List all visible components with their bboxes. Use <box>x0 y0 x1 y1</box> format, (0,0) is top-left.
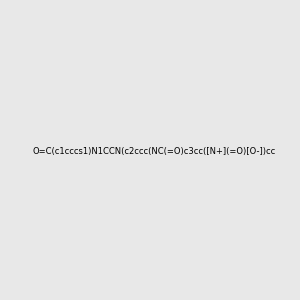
Text: O=C(c1cccs1)N1CCN(c2ccc(NC(=O)c3cc([N+](=O)[O-])cc: O=C(c1cccs1)N1CCN(c2ccc(NC(=O)c3cc([N+](… <box>32 147 275 156</box>
